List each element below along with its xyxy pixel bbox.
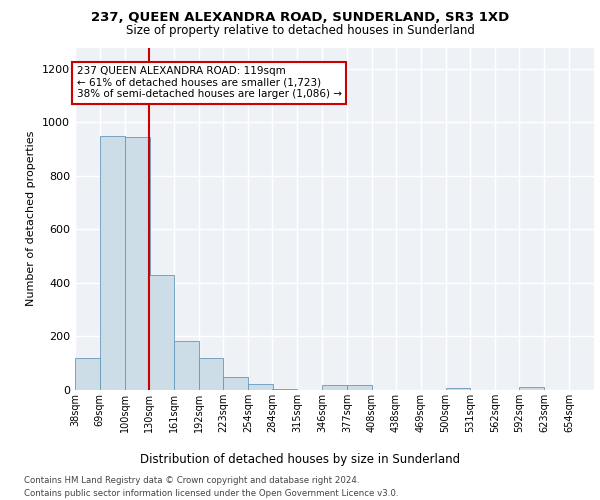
- Bar: [125, 137, 149, 390]
- Bar: [347, 384, 372, 390]
- Bar: [100, 136, 125, 390]
- Text: Size of property relative to detached houses in Sunderland: Size of property relative to detached ho…: [125, 24, 475, 37]
- Text: Contains HM Land Registry data © Crown copyright and database right 2024.: Contains HM Land Registry data © Crown c…: [24, 476, 359, 485]
- Text: 237 QUEEN ALEXANDRA ROAD: 119sqm
← 61% of detached houses are smaller (1,723)
38: 237 QUEEN ALEXANDRA ROAD: 119sqm ← 61% o…: [77, 66, 341, 100]
- Text: Distribution of detached houses by size in Sunderland: Distribution of detached houses by size …: [140, 452, 460, 466]
- Bar: [149, 275, 173, 390]
- Text: Contains public sector information licensed under the Open Government Licence v3: Contains public sector information licen…: [24, 489, 398, 498]
- Text: 237, QUEEN ALEXANDRA ROAD, SUNDERLAND, SR3 1XD: 237, QUEEN ALEXANDRA ROAD, SUNDERLAND, S…: [91, 11, 509, 24]
- Bar: [520, 387, 544, 390]
- Bar: [173, 341, 199, 390]
- Bar: [446, 388, 470, 390]
- Bar: [223, 378, 248, 390]
- Bar: [75, 358, 100, 390]
- Y-axis label: Number of detached properties: Number of detached properties: [26, 131, 37, 306]
- Bar: [272, 388, 297, 390]
- Bar: [322, 384, 347, 390]
- Bar: [248, 384, 273, 390]
- Bar: [199, 358, 223, 390]
